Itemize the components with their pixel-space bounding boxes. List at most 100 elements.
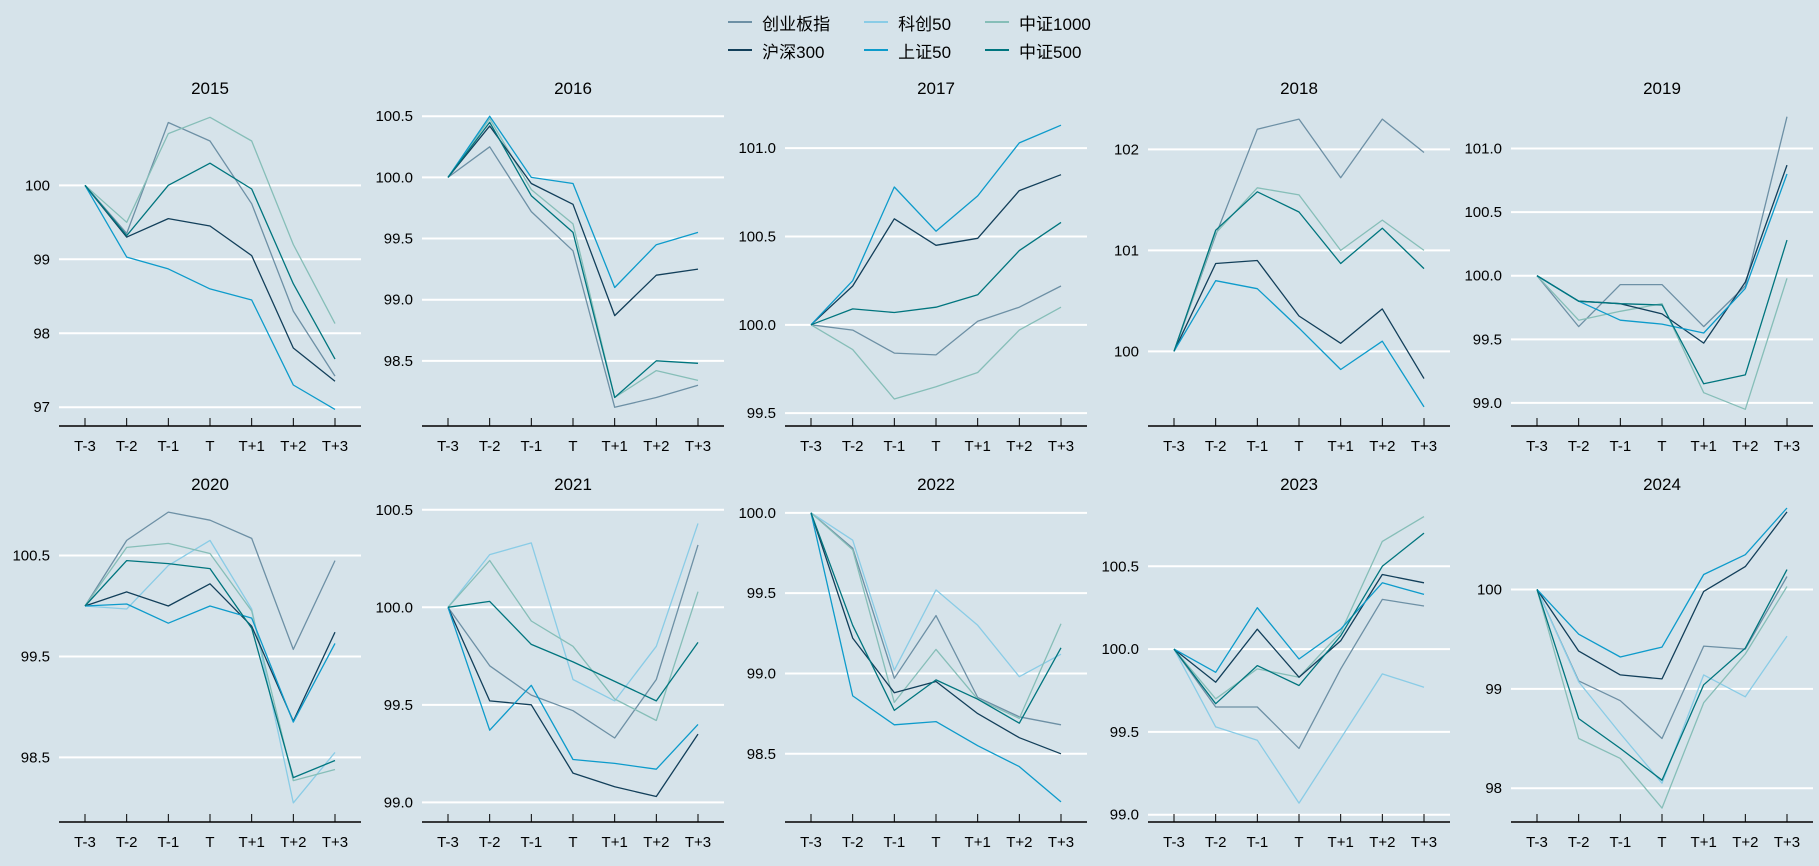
- series-line-中证1000: [84, 542, 336, 782]
- chart-2017: 2017 99.5 100.0 100.5 101.0 T-3 T-2 T-1 T T+1 T+2 T…: [738, 79, 1087, 455]
- chart-cell-2023: 2023 99.0 99.5 100.0 100.5 T-3 T-2 T-1 T T+1 T+2 T+…: [1091, 470, 1454, 866]
- x-tick-label: T+2: [280, 438, 306, 455]
- legend-line-swatch: [985, 49, 1010, 51]
- series-line-中证500: [810, 221, 1062, 326]
- legend-column: 中证1000 中证500: [985, 10, 1091, 62]
- chart-cell-2021: 2021 99.0 99.5 100.0 100.5 T-3 T-2 T-1 T T+1 T+2 T+…: [365, 470, 728, 866]
- chart-cell-2020: 2020 98.5 99.5 100.5 T-3 T-2 T-1 T T+1 T+2 T+3: [2, 470, 365, 866]
- x-tick-label: T+2: [1006, 834, 1032, 851]
- series-line-沪深300: [810, 512, 1062, 755]
- series-line-上证50: [1536, 507, 1788, 658]
- x-tick-label: T+1: [1328, 834, 1354, 851]
- series-line-沪深300: [447, 607, 699, 798]
- chart-title: 2022: [917, 475, 955, 494]
- x-tick-label: T-3: [437, 834, 459, 851]
- series-line-中证500: [84, 162, 336, 360]
- x-tick-label: T-3: [74, 834, 96, 851]
- y-tick-label: 100.0: [1464, 268, 1502, 285]
- y-tick-label: 101.0: [1464, 141, 1502, 158]
- legend-label: 科创50: [898, 14, 952, 34]
- chart-title: 2024: [1643, 475, 1681, 494]
- x-tick-label: T+3: [322, 834, 348, 851]
- chart-2021: 2021 99.0 99.5 100.0 100.5 T-3 T-2 T-1 T T+1 T+2 T+…: [375, 475, 724, 851]
- x-tick-label: T-2: [1568, 438, 1590, 455]
- x-tick-label: T-3: [800, 438, 822, 455]
- y-tick-label: 99.5: [1110, 724, 1139, 741]
- legend-line-swatch: [864, 21, 889, 23]
- y-tick-label: 99.5: [384, 697, 413, 714]
- series-line-创业板指: [810, 512, 1062, 726]
- y-tick-label: 98.5: [384, 353, 413, 370]
- x-tick-label: T: [568, 438, 577, 455]
- y-tick-label: 99.5: [747, 405, 776, 422]
- x-tick-label: T: [205, 438, 214, 455]
- legend-item-科创50: 科创50: [864, 10, 951, 34]
- y-tick-label: 99.0: [384, 292, 413, 309]
- y-tick-label: 99: [33, 251, 50, 268]
- chart-2019: 2019 99.0 99.5 100.0 100.5 101.0 T-3 T-2 T-1 T T+1…: [1464, 79, 1813, 455]
- x-tick-label: T-1: [1609, 438, 1631, 455]
- y-tick-label: 98.5: [21, 749, 50, 766]
- x-tick-label: T-2: [479, 834, 501, 851]
- series-line-上证50: [84, 184, 336, 410]
- legend-item-创业板指: 创业板指: [728, 10, 830, 34]
- y-tick-label: 100.0: [738, 505, 776, 522]
- chart-title: 2018: [1280, 79, 1318, 98]
- x-tick-label: T-3: [800, 834, 822, 851]
- y-tick-label: 99.0: [1473, 395, 1502, 412]
- x-tick-label: T-1: [883, 438, 905, 455]
- x-tick-label: T+2: [1369, 834, 1395, 851]
- chart-cell-2015: 2015 97 98 99 100 T-3 T-2 T-1 T T+1 T+2 T+3: [2, 74, 365, 470]
- x-tick-label: T: [205, 834, 214, 851]
- y-tick-label: 100.5: [738, 229, 776, 246]
- series-line-科创50: [84, 539, 336, 804]
- x-tick-label: T+1: [1328, 438, 1354, 455]
- series-line-创业板指: [447, 544, 699, 739]
- y-tick-label: 99.0: [384, 794, 413, 811]
- x-tick-label: T+1: [1691, 834, 1717, 851]
- series-line-中证500: [1536, 569, 1788, 781]
- x-tick-label: T-1: [1246, 834, 1268, 851]
- y-tick-label: 100: [25, 177, 50, 194]
- chart-title: 2016: [554, 79, 592, 98]
- y-tick-label: 100.5: [12, 548, 50, 565]
- series-line-中证1000: [447, 118, 699, 399]
- legend-label: 上证50: [898, 42, 952, 62]
- x-tick-label: T-1: [157, 438, 179, 455]
- y-tick-label: 99: [1485, 681, 1502, 698]
- series-line-创业板指: [1173, 118, 1425, 352]
- chart-title: 2015: [191, 79, 229, 98]
- y-tick-label: 99.5: [747, 585, 776, 602]
- chart-cell-2022: 2022 98.5 99.0 99.5 100.0 T-3 T-2 T-1 T T+1 T+2 T+3: [728, 470, 1091, 866]
- x-tick-label: T: [1657, 438, 1666, 455]
- y-tick-label: 98: [33, 325, 50, 342]
- y-tick-label: 99.5: [1473, 331, 1502, 348]
- series-line-创业板指: [447, 146, 699, 408]
- x-tick-label: T+3: [1048, 438, 1074, 455]
- x-tick-label: T+3: [1774, 438, 1800, 455]
- x-tick-label: T: [1294, 834, 1303, 851]
- x-tick-label: T+2: [1732, 438, 1758, 455]
- x-tick-label: T+1: [965, 438, 991, 455]
- x-tick-label: T+3: [1048, 834, 1074, 851]
- y-tick-label: 98: [1485, 780, 1502, 797]
- x-tick-label: T+1: [239, 834, 265, 851]
- x-tick-label: T+2: [1732, 834, 1758, 851]
- series-line-上证50: [810, 512, 1062, 803]
- series-line-中证1000: [1536, 275, 1788, 410]
- x-tick-label: T-2: [1205, 834, 1227, 851]
- legend-line-swatch: [864, 49, 889, 51]
- legend-column: 创业板指 沪深300: [728, 10, 830, 62]
- chart-2024: 2024 98 99 100 T-3 T-2 T-1 T T+1 T+2 T+3: [1477, 475, 1813, 851]
- series-line-上证50: [447, 115, 699, 289]
- x-tick-label: T-1: [157, 834, 179, 851]
- chart-cell-2017: 2017 99.5 100.0 100.5 101.0 T-3 T-2 T-1 T T+1 T+2 T…: [728, 74, 1091, 470]
- x-tick-label: T+3: [1411, 438, 1437, 455]
- series-line-中证500: [84, 559, 336, 779]
- chart-title: 2021: [554, 475, 592, 494]
- chart-2020: 2020 98.5 99.5 100.5 T-3 T-2 T-1 T T+1 T+2 T+3: [12, 475, 361, 851]
- x-tick-label: T: [931, 438, 940, 455]
- x-tick-label: T: [1294, 438, 1303, 455]
- series-line-科创50: [810, 512, 1062, 678]
- x-tick-label: T+2: [643, 438, 669, 455]
